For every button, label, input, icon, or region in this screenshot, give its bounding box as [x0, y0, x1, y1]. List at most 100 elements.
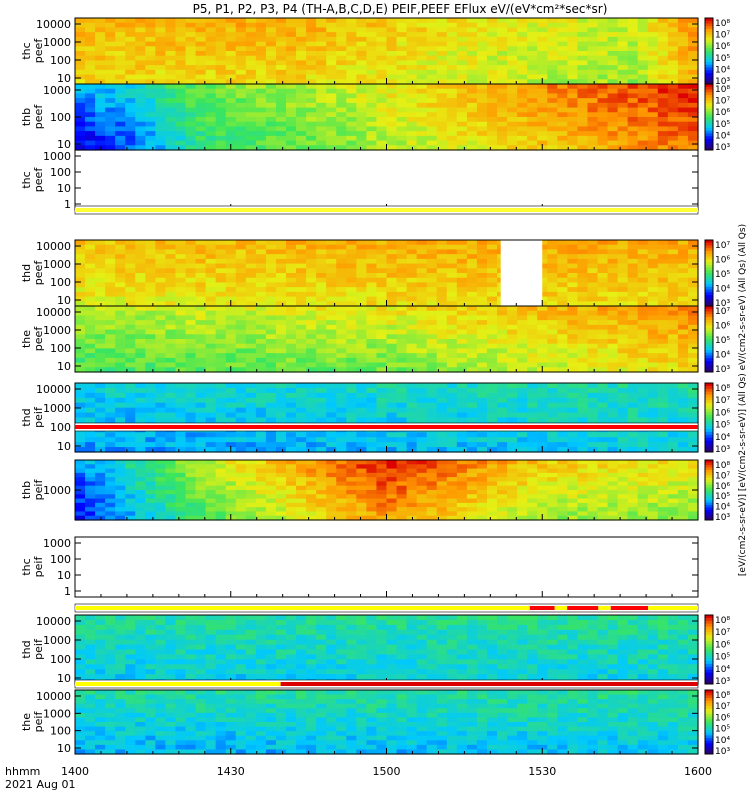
- heatmap-cell: [265, 306, 277, 312]
- heatmap-cell: [336, 112, 347, 118]
- y-tick-label: 1000: [43, 324, 71, 337]
- heatmap-cell: [296, 258, 307, 265]
- heatmap-cell: [657, 18, 669, 24]
- heatmap-cell: [436, 367, 448, 373]
- heatmap-cell: [326, 334, 337, 340]
- heatmap-cell: [225, 244, 237, 251]
- heatmap-cell: [406, 135, 418, 142]
- heatmap-cell: [105, 417, 116, 424]
- heatmap-cell: [85, 502, 96, 508]
- heatmap-cell: [386, 41, 398, 47]
- heatmap-cell: [517, 437, 528, 443]
- heatmap-cell: [336, 254, 347, 260]
- heatmap-cell: [657, 88, 669, 95]
- heatmap-cell: [456, 117, 468, 123]
- heatmap-cell: [175, 254, 187, 260]
- heatmap-cell: [597, 258, 609, 265]
- colorbar-swatch: [705, 411, 713, 416]
- heatmap-cell: [466, 74, 478, 80]
- heatmap-cell: [577, 32, 589, 38]
- heatmap-cell: [215, 32, 227, 38]
- heatmap-cell: [617, 277, 629, 284]
- heatmap-cell: [607, 135, 619, 142]
- heatmap-cell: [195, 32, 207, 38]
- heatmap-cell: [255, 107, 267, 113]
- heatmap-cell: [587, 249, 599, 255]
- heatmap-cell: [386, 339, 398, 345]
- heatmap-cell: [647, 74, 659, 80]
- heatmap-cell: [145, 387, 156, 394]
- heatmap-cell: [396, 447, 408, 453]
- heatmap-cell: [617, 98, 629, 104]
- heatmap-cell: [215, 343, 227, 350]
- heatmap-cell: [95, 498, 106, 504]
- heatmap-cell: [597, 98, 609, 104]
- heatmap-cell: [175, 412, 187, 419]
- heatmap-cell: [336, 249, 347, 255]
- heatmap-cell: [205, 258, 217, 265]
- heatmap-cell: [456, 107, 468, 113]
- heatmap-cell: [296, 55, 307, 62]
- heatmap-cell: [517, 447, 528, 453]
- heatmap-cell: [406, 22, 418, 29]
- heatmap-cell: [577, 315, 589, 321]
- heatmap-cell: [366, 102, 378, 109]
- heatmap-cell: [316, 417, 327, 424]
- heatmap-cell: [577, 112, 589, 118]
- heatmap-cell: [497, 339, 508, 345]
- heatmap-cell: [75, 334, 86, 340]
- heatmap-cell: [165, 417, 177, 424]
- heatmap-cell: [617, 268, 629, 274]
- heatmap-cell: [376, 353, 388, 359]
- heatmap-cell: [657, 343, 669, 350]
- heatmap-cell: [547, 55, 558, 62]
- heatmap-cell: [346, 98, 357, 104]
- heatmap-cell: [145, 407, 156, 414]
- heatmap-cell: [75, 131, 86, 137]
- heatmap-cell: [195, 468, 207, 474]
- heatmap-cell: [286, 287, 297, 293]
- heatmap-cell: [95, 334, 106, 340]
- heatmap-cell: [155, 84, 167, 90]
- heatmap-cell: [486, 27, 498, 33]
- heatmap-cell: [245, 107, 257, 113]
- heatmap-cell: [617, 46, 629, 52]
- heatmap-cell: [115, 315, 126, 321]
- heatmap-cell: [637, 442, 649, 448]
- heatmap-cell: [235, 98, 247, 104]
- heatmap-cell: [657, 121, 669, 128]
- heatmap-cell: [175, 357, 187, 364]
- heatmap-cell: [316, 407, 327, 414]
- heatmap-cell: [366, 348, 378, 354]
- heatmap-cell: [597, 367, 609, 373]
- heatmap-cell: [557, 273, 568, 279]
- heatmap-cell: [547, 254, 558, 260]
- heatmap-cell: [95, 140, 106, 146]
- heatmap-cell: [265, 334, 277, 340]
- heatmap-cell: [677, 107, 689, 113]
- heatmap-cell: [185, 412, 197, 419]
- heatmap-cell: [486, 32, 498, 38]
- heatmap-cell: [366, 55, 378, 62]
- heatmap-cell: [677, 397, 689, 404]
- heatmap-cell: [286, 140, 297, 146]
- heatmap-cell: [286, 88, 297, 95]
- heatmap-cell: [476, 60, 488, 66]
- heatmap-cell: [145, 301, 156, 307]
- heatmap-cell: [647, 254, 659, 260]
- heatmap-cell: [687, 60, 699, 66]
- heatmap-cell: [517, 93, 528, 99]
- heatmap-cell: [75, 273, 86, 279]
- heatmap-cell: [456, 329, 468, 335]
- heatmap-cell: [416, 306, 428, 312]
- heatmap-cell: [587, 88, 599, 95]
- heatmap-cell: [165, 291, 177, 298]
- heatmap-cell: [577, 402, 589, 409]
- heatmap-cell: [275, 301, 287, 307]
- heatmap-cell: [215, 442, 227, 448]
- heatmap-cell: [466, 98, 478, 104]
- heatmap-cell: [537, 46, 548, 52]
- heatmap-cell: [557, 18, 568, 24]
- heatmap-cell: [527, 306, 538, 312]
- heatmap-cell: [677, 343, 689, 350]
